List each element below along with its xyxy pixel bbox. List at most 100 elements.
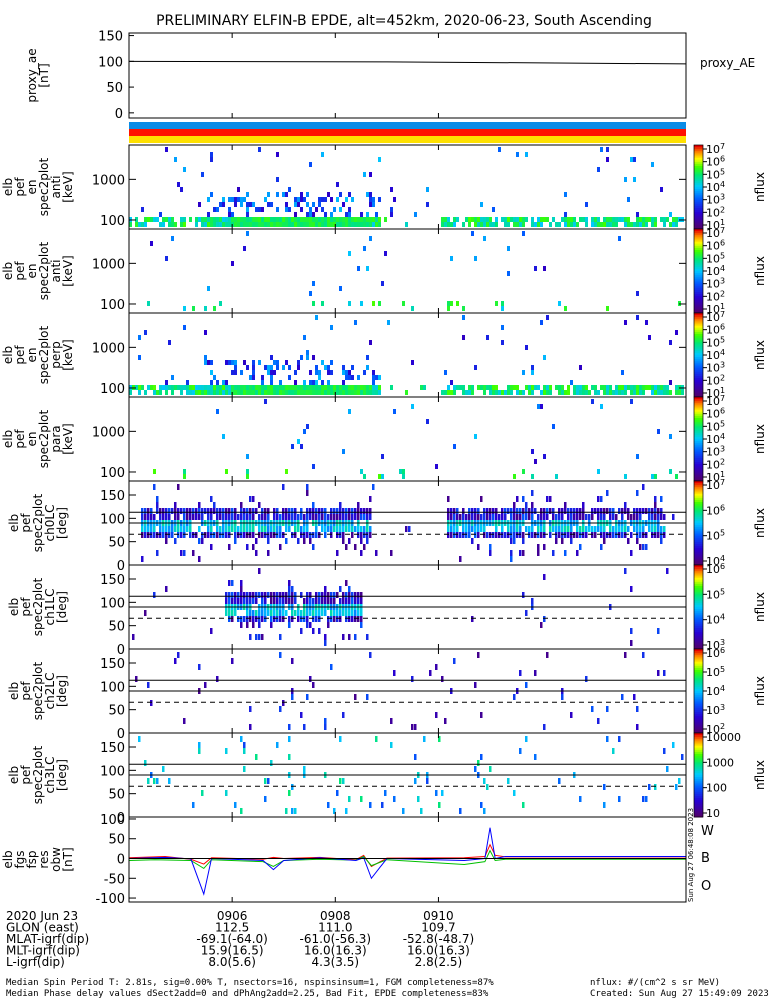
spectrogram-cell xyxy=(564,222,567,227)
spectrogram-cell xyxy=(579,544,582,550)
colorbar-step xyxy=(694,741,703,744)
spectrogram-cell xyxy=(336,616,339,622)
spectrogram-cell xyxy=(213,390,216,395)
spectrogram-cell xyxy=(174,526,177,532)
spectrogram-cell xyxy=(162,766,165,772)
spectrogram-cell xyxy=(444,222,447,227)
spectrogram-cell xyxy=(501,532,504,538)
spectrogram-cell xyxy=(348,634,351,640)
spectrogram-cell xyxy=(585,390,588,395)
spectrogram-cell xyxy=(489,544,492,550)
footer-value: 0906 xyxy=(217,909,248,923)
colorbar-step xyxy=(694,409,703,413)
ylabel-line: spec2plot xyxy=(37,325,51,384)
spectrogram-cell xyxy=(306,350,309,355)
spectrogram-cell xyxy=(339,222,342,227)
spectrogram-cell xyxy=(342,390,345,395)
spectrogram-cell xyxy=(348,217,351,222)
y-tick-label: 1000 xyxy=(92,425,125,440)
spectrogram-cell xyxy=(513,222,516,227)
spectrogram-cell xyxy=(636,315,639,320)
spectrogram-cell xyxy=(558,778,561,784)
spectrogram-cell xyxy=(222,390,225,395)
spectrogram-cell xyxy=(405,390,408,395)
spectrogram-cell xyxy=(171,217,174,222)
spectrogram-cell xyxy=(255,616,258,622)
spectrogram-cell xyxy=(534,385,537,390)
colorbar-step xyxy=(694,363,703,366)
spectrogram-cell xyxy=(243,385,246,390)
spectrogram-cell xyxy=(141,532,144,538)
spectrogram-cell xyxy=(180,217,183,222)
spectrogram-cell xyxy=(264,592,267,598)
spectrogram-cell xyxy=(630,628,633,634)
spectrogram-cell xyxy=(222,434,225,439)
spectrogram-cell xyxy=(372,385,375,390)
colorbar-step xyxy=(694,504,703,507)
spectrogram-cell xyxy=(603,802,606,808)
spectrogram-cell xyxy=(624,222,627,227)
spectrogram-cell xyxy=(627,514,630,520)
spectrogram-cell xyxy=(324,592,327,598)
spectrogram-cell xyxy=(129,390,132,395)
spectrogram-cell xyxy=(414,212,417,217)
spectrogram-cell xyxy=(291,592,294,598)
spectrogram-cell xyxy=(372,484,375,490)
spectrogram-cell xyxy=(231,592,234,598)
colorbar-step xyxy=(694,325,703,329)
spectrogram-cell xyxy=(450,514,453,520)
spectrogram-cell xyxy=(369,340,372,345)
spectrogram-cell xyxy=(621,390,624,395)
spectrogram-cell xyxy=(468,514,471,520)
spectrogram-cell xyxy=(639,390,642,395)
colorbar-step xyxy=(694,573,703,576)
spectrogram-cell xyxy=(333,616,336,622)
spectrogram-cell xyxy=(318,222,321,227)
colorbar-label: nflux xyxy=(753,256,767,286)
spectrogram-cell xyxy=(360,616,363,622)
spectrogram-cell xyxy=(642,217,645,222)
spectrogram-cell xyxy=(579,508,582,514)
spectrogram-cell xyxy=(657,508,660,514)
spectrogram-cell xyxy=(315,514,318,520)
colorbar-step xyxy=(694,789,703,793)
spectrogram-cell xyxy=(642,484,645,490)
spectrogram-cell xyxy=(573,514,576,520)
spectrogram-cell xyxy=(573,508,576,514)
spectrogram-cell xyxy=(540,508,543,514)
spectrogram-cell xyxy=(246,212,249,217)
colorbar-tick-label: 103 xyxy=(706,277,725,291)
colorbar-step xyxy=(694,250,703,253)
spectrogram-cell xyxy=(618,796,621,802)
spectrogram-cell xyxy=(612,508,615,514)
spectrogram-cell xyxy=(303,532,306,538)
spectrogram-cell xyxy=(279,526,282,532)
spectrogram-cell xyxy=(582,532,585,538)
spectrogram-cell xyxy=(351,526,354,532)
spectrogram-cell xyxy=(591,217,594,222)
spectrogram-cell xyxy=(177,484,180,490)
colorbar-step xyxy=(694,302,703,306)
panel-frame xyxy=(128,32,687,119)
spectrogram-cell xyxy=(447,306,450,311)
spectrogram-cell xyxy=(537,532,540,538)
spectrogram-cell xyxy=(603,508,606,514)
colorbar-step xyxy=(694,739,703,742)
spectrogram-cell xyxy=(504,217,507,222)
colorbar-tick-label: 107 xyxy=(706,226,725,240)
spectrogram-cell xyxy=(249,526,252,532)
colorbar-tick-label: 102 xyxy=(706,722,725,736)
spectrogram-cell xyxy=(234,526,237,532)
colorbar-step xyxy=(694,600,703,604)
spectrogram-cell xyxy=(477,532,480,538)
spectrogram-cell xyxy=(192,508,195,514)
y-tick-label: 100 xyxy=(100,813,125,828)
spectrogram-cell xyxy=(510,385,513,390)
spectrogram-cell xyxy=(579,217,582,222)
spectrogram-cell xyxy=(606,490,609,496)
spectrogram-cell xyxy=(324,365,327,370)
spectrogram-cell xyxy=(348,409,351,414)
spectrogram-cell xyxy=(390,187,393,192)
